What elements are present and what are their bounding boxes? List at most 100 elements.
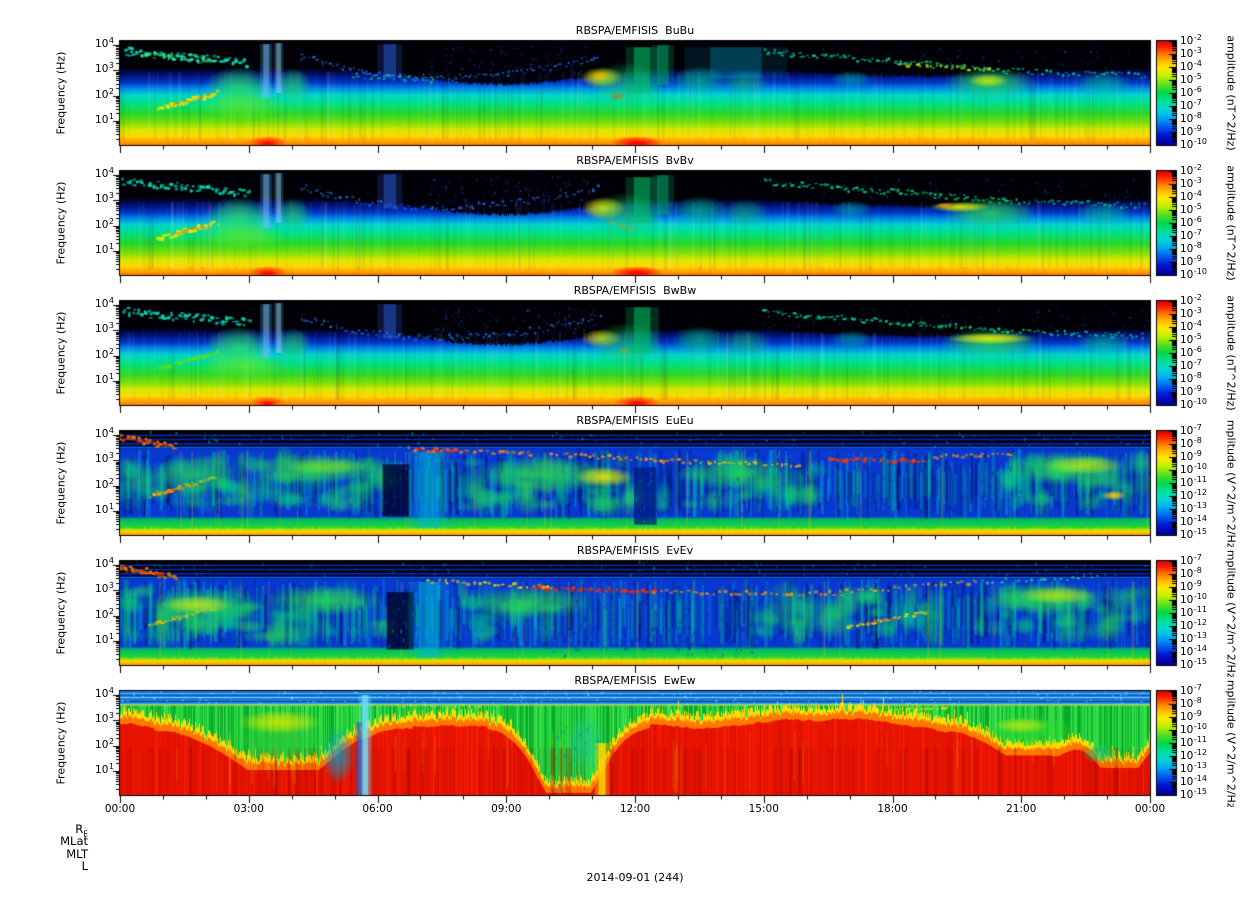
colorbar-tick-label: 10-6 (1180, 84, 1202, 99)
colorbar-tick-label: 10-12 (1180, 487, 1207, 502)
colorbar-tick-label: 10-4 (1180, 318, 1202, 333)
colorbar-tick-label: 10-12 (1180, 617, 1207, 632)
orbit-param-label-r: RE (75, 822, 88, 839)
colorbar-unit-text: amplitude (nT^2/Hz) (1224, 165, 1238, 281)
y-axis-title-text: Frequency (Hz) (54, 441, 68, 525)
y-tick-label: 102 (95, 606, 114, 621)
colorbar-tick-label: 10-8 (1180, 110, 1202, 125)
y-tick-label: 104 (95, 556, 114, 571)
colorbar-tick-label: 10-4 (1180, 188, 1202, 203)
colorbar-tick-label: 10-14 (1180, 773, 1207, 788)
colorbar-tick-label: 10-8 (1180, 240, 1202, 255)
colorbar-tick-label: 10-5 (1180, 331, 1202, 346)
x-tick-label: 12:00 (619, 803, 651, 815)
y-axis-title-3: Frequency (Hz) (52, 301, 70, 405)
y-tick-label: 101 (95, 111, 114, 126)
colorbar-tick-label: 10-5 (1180, 201, 1202, 216)
y-axis-title-6: Frequency (Hz) (52, 691, 70, 795)
colorbar-tick-label: 10-7 (1180, 227, 1202, 242)
colorbar-tick-label: 10-15 (1180, 656, 1207, 671)
colorbar-tick-label: 10-6 (1180, 214, 1202, 229)
y-axis-title-4: Frequency (Hz) (52, 431, 70, 535)
x-tick-label: 21:00 (1006, 803, 1037, 815)
colorbar-tick-label: 10-2 (1180, 162, 1202, 177)
colorbar-tick-label: 10-8 (1180, 435, 1202, 450)
colorbar-tick-label: 10-11 (1180, 604, 1207, 619)
colorbar-tick-label: 10-3 (1180, 45, 1202, 60)
y-tick-label: 102 (95, 346, 114, 361)
colorbar-unit-text: amplitude (V^2/m^2/Hz) (1224, 549, 1238, 677)
colorbar-unit-text: amplitude (V^2/m^2/Hz) (1224, 679, 1238, 807)
colorbar-unit-text: amplitude (V^2/m^2/Hz) (1224, 419, 1238, 547)
y-axis-title-1: Frequency (Hz) (52, 41, 70, 145)
y-tick-label: 101 (95, 631, 114, 646)
y-tick-label: 103 (95, 321, 114, 336)
y-tick-label: 101 (95, 241, 114, 256)
panel-title-eueu: RBSPA/EMFISIS EuEu (576, 414, 694, 427)
colorbar-tick-label: 10-13 (1180, 500, 1207, 515)
x-tick-label: 00:00 (104, 803, 136, 815)
x-tick-label: 03:00 (233, 803, 264, 815)
x-tick-label: 15:00 (748, 803, 779, 815)
y-tick-label: 104 (95, 166, 114, 181)
y-tick-label: 103 (95, 711, 114, 726)
colorbar-tick-label: 10-10 (1180, 396, 1207, 411)
y-tick-label: 101 (95, 371, 114, 386)
colorbar-tick-label: 10-6 (1180, 344, 1202, 359)
orbit-param-label-l: L (81, 858, 88, 873)
y-tick-label: 102 (95, 476, 114, 491)
colorbar-tick-label: 10-9 (1180, 578, 1202, 593)
colorbar-tick-label: 10-9 (1180, 383, 1202, 398)
colorbar-tick-label: 10-14 (1180, 643, 1207, 658)
y-axis-title-text: Frequency (Hz) (54, 181, 68, 265)
colorbar-tick-label: 10-7 (1180, 422, 1202, 437)
colorbar-tick-label: 10-3 (1180, 305, 1202, 320)
colorbar-tick-label: 10-8 (1180, 565, 1202, 580)
colorbar-tick-label: 10-7 (1180, 552, 1202, 567)
y-tick-label: 104 (95, 36, 114, 51)
colorbar-unit-text: amplitude (nT^2/Hz) (1224, 295, 1238, 411)
colorbar-tick-label: 10-2 (1180, 32, 1202, 47)
colorbar-tick-label: 10-11 (1180, 474, 1207, 489)
colorbar-tick-label: 10-10 (1180, 461, 1207, 476)
x-tick-label: 09:00 (491, 803, 522, 815)
x-tick-label: 00:00 (1134, 803, 1166, 815)
colorbar-tick-label: 10-15 (1180, 786, 1207, 801)
panel-title-bwbw: RBSPA/EMFISIS BwBw (573, 284, 697, 297)
colorbar-unit-text: amplitude (nT^2/Hz) (1224, 35, 1238, 151)
colorbar-tick-label: 10-7 (1180, 97, 1202, 112)
colorbar-tick-label: 10-4 (1180, 58, 1202, 73)
colorbar-tick-label: 10-3 (1180, 175, 1202, 190)
colorbar-tick-label: 10-9 (1180, 708, 1202, 723)
colorbar-tick-label: 10-12 (1180, 747, 1207, 762)
colorbar-tick-label: 10-7 (1180, 682, 1202, 697)
panel-title-ewew: RBSPA/EMFISIS EwEw (574, 674, 696, 687)
y-axis-title-text: Frequency (Hz) (54, 51, 68, 135)
y-tick-label: 102 (95, 216, 114, 231)
x-tick-label: 06:00 (362, 803, 393, 815)
x-tick-label: 18:00 (877, 803, 908, 815)
colorbar-tick-label: 10-9 (1180, 253, 1202, 268)
colorbar-tick-label: 10-13 (1180, 630, 1207, 645)
y-tick-label: 104 (95, 426, 114, 441)
y-tick-label: 102 (95, 86, 114, 101)
panel-title-bubu: RBSPA/EMFISIS BuBu (575, 24, 695, 37)
y-axis-title-2: Frequency (Hz) (52, 171, 70, 275)
orbit-param-label-mlt: MLT (66, 846, 88, 861)
colorbar-tick-label: 10-10 (1180, 591, 1207, 606)
y-axis-title-text: Frequency (Hz) (54, 571, 68, 655)
colorbar-tick-label: 10-15 (1180, 526, 1207, 541)
colorbar-tick-label: 10-14 (1180, 513, 1207, 528)
colorbar-tick-label: 10-13 (1180, 760, 1207, 775)
colorbar-tick-label: 10-7 (1180, 357, 1202, 372)
colorbar-tick-label: 10-9 (1180, 448, 1202, 463)
y-tick-label: 103 (95, 61, 114, 76)
colorbar-tick-label: 10-9 (1180, 123, 1202, 138)
y-tick-label: 103 (95, 191, 114, 206)
date-label: 2014-09-01 (244) (586, 871, 684, 884)
y-tick-label: 102 (95, 736, 114, 751)
colorbar-tick-label: 10-8 (1180, 695, 1202, 710)
colorbar-tick-label: 10-2 (1180, 292, 1202, 307)
y-tick-label: 103 (95, 581, 114, 596)
